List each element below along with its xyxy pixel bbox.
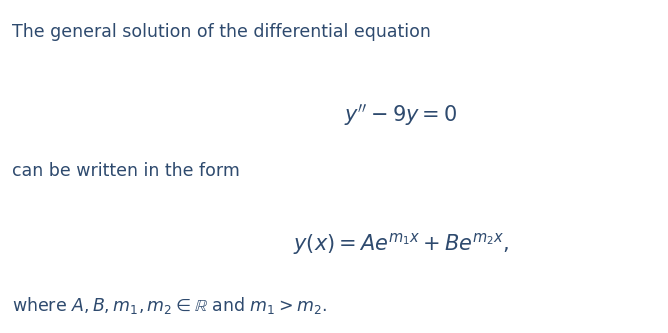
Text: where $A, B, m_1, m_2 \in \mathbb{R}$ and $m_1 > m_2$.: where $A, B, m_1, m_2 \in \mathbb{R}$ an… [12, 295, 327, 316]
Text: $y(x) = Ae^{m_1 x} + Be^{m_2 x},$: $y(x) = Ae^{m_1 x} + Be^{m_2 x},$ [293, 231, 509, 257]
Text: can be written in the form: can be written in the form [12, 162, 240, 179]
Text: The general solution of the differential equation: The general solution of the differential… [12, 23, 431, 41]
Text: $y'' - 9y = 0$: $y'' - 9y = 0$ [344, 102, 458, 128]
